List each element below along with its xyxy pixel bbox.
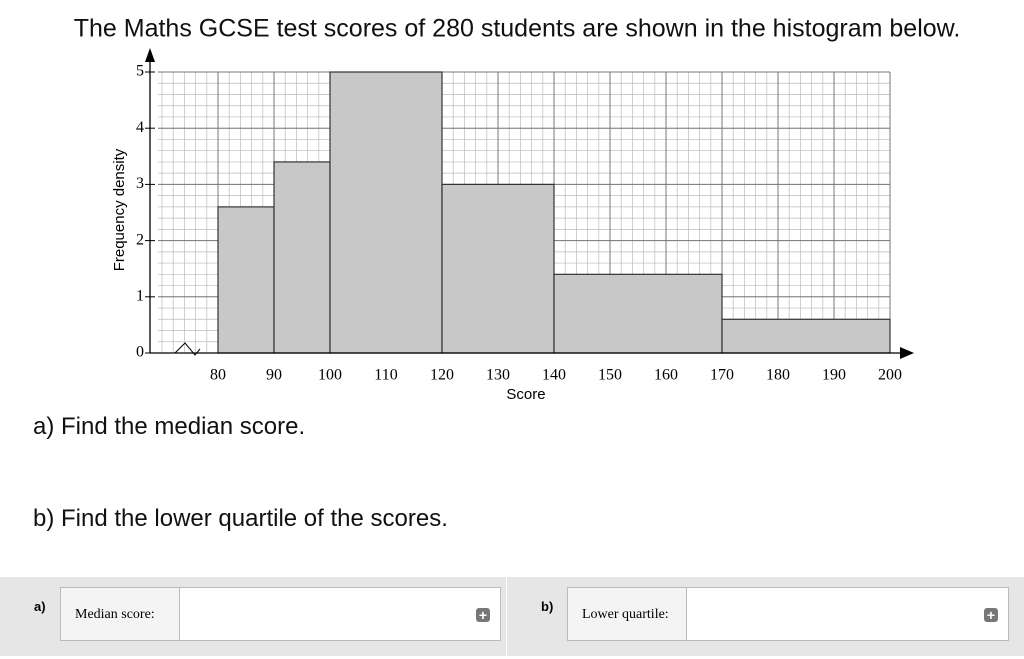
answer-label: Lower quartile:	[567, 587, 687, 641]
x-tick-label: 180	[766, 367, 790, 384]
x-tick-label: 110	[374, 367, 397, 384]
answer-tag: a)	[34, 599, 46, 614]
answer-panel: a) Median score: +	[0, 577, 506, 656]
title: The Maths GCSE test scores of 280 studen…	[74, 15, 961, 43]
bar	[721, 318, 891, 354]
x-tick-label: 170	[710, 367, 734, 384]
x-tick-label: 190	[822, 367, 846, 384]
y-tick-label: 4	[136, 119, 144, 136]
question: a) Find the median score.	[33, 413, 306, 440]
y-tick-label: 2	[136, 231, 144, 248]
add-button[interactable]: +	[984, 608, 998, 622]
y-tick-label: 3	[136, 175, 144, 192]
x-tick-label: 80	[210, 367, 226, 384]
y-tick-label: 0	[136, 344, 144, 361]
bar	[441, 183, 555, 354]
x-tick-label: 160	[654, 367, 678, 384]
x-tick-label: 200	[878, 367, 902, 384]
y-arrow	[145, 48, 155, 62]
bar	[553, 273, 723, 354]
answer-input[interactable]: +	[179, 587, 501, 641]
question: b) Find the lower quartile of the scores…	[33, 505, 448, 532]
x-tick-label: 90	[266, 367, 282, 384]
bar	[273, 161, 331, 354]
add-button[interactable]: +	[476, 608, 490, 622]
answer-input[interactable]: +	[686, 587, 1009, 641]
x-tick-label: 130	[486, 367, 510, 384]
x-tick-label: 150	[598, 367, 622, 384]
y-axis-label: Frequency density	[111, 148, 128, 271]
y-tick-label: 1	[136, 287, 144, 304]
y-tick-label: 5	[136, 63, 144, 80]
answer-label: Median score:	[60, 587, 180, 641]
answer-tag: b)	[541, 599, 554, 614]
bar	[329, 71, 443, 354]
x-tick-label: 140	[542, 367, 566, 384]
bar	[217, 206, 275, 354]
axis-break	[174, 342, 201, 356]
x-tick-label: 100	[318, 367, 342, 384]
chart: The Maths GCSE test scores of 280 studen…	[74, 15, 961, 403]
x-axis-label: Score	[506, 386, 545, 403]
answer-panel: b) Lower quartile: +	[507, 577, 1024, 656]
x-arrow	[900, 347, 914, 359]
x-tick-label: 120	[430, 367, 454, 384]
